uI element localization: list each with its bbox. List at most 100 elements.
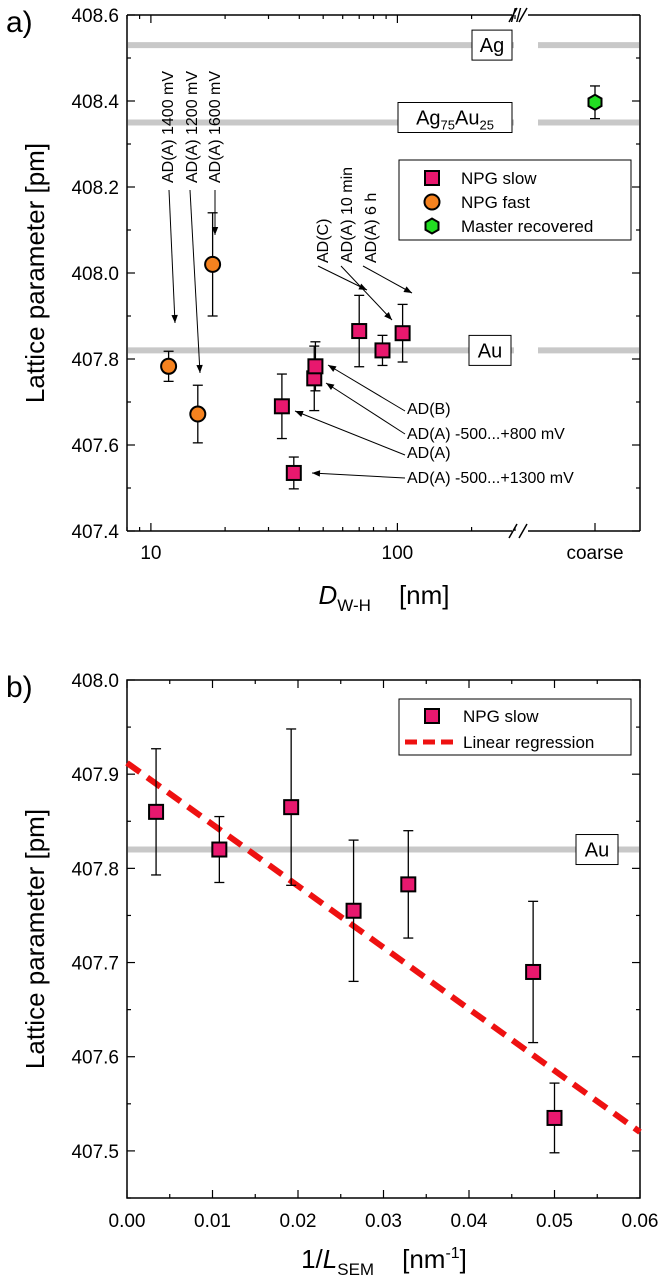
regression-line — [125, 760, 642, 1135]
x-tick-label: 0.06 — [622, 1211, 659, 1232]
ref-label-text: Ag — [480, 35, 504, 57]
data-point-npg-slow — [285, 464, 302, 481]
legend-label: NPG slow — [463, 707, 539, 726]
x-axis-title-part: [nm] — [399, 580, 450, 610]
y-tick-label: 408.6 — [71, 6, 119, 27]
annotation-vertical: AD(A) 6 h — [363, 193, 380, 263]
x-axis-title-part: 1/L — [301, 1244, 337, 1274]
annotation-arrow — [340, 265, 393, 321]
panel-b: b) Au 407.5 407.6 407.7 407.8 407.9 408.0 0.00 0.… — [6, 671, 658, 1279]
plot-frame — [126, 679, 641, 1199]
y-axis-title: Lattice parameter [pm] — [20, 143, 50, 403]
ref-label-ag: Ag — [471, 29, 513, 61]
data-point-master-recovered — [587, 93, 603, 111]
data-point-npg-slow — [148, 803, 165, 820]
data-point-npg-fast — [189, 405, 207, 423]
annotation-arrow — [362, 265, 413, 294]
ref-label-au: Au — [468, 334, 512, 366]
ref-label-box — [468, 334, 512, 366]
legend-label: Linear regression — [463, 733, 594, 752]
panel-label-b: b) — [6, 671, 33, 704]
axis-break-mark — [518, 523, 528, 539]
ref-label-part: Ag — [480, 35, 504, 57]
y-tick-label: 408.0 — [71, 671, 119, 692]
x-tick-label: 0.05 — [536, 1211, 573, 1232]
data-point-npg-fast — [160, 357, 178, 375]
annotation-arrowhead — [211, 227, 219, 235]
data-point-npg-slow — [307, 358, 324, 375]
ref-label-box — [397, 102, 513, 133]
annotation-label: AD(A) — [407, 445, 451, 462]
x-tick-label-coarse: coarse — [566, 543, 623, 564]
x-axis-title-part: -1 — [445, 1245, 459, 1262]
legend-marker — [424, 170, 440, 186]
legend-marker — [424, 217, 440, 235]
panel-label-a: a) — [6, 6, 33, 39]
ref-label-text: Au — [478, 340, 502, 362]
data-point-npg-slow — [546, 1109, 563, 1126]
annotation-arrowhead — [328, 365, 337, 372]
data-point-npg-slow — [525, 963, 542, 980]
y-tick-label: 408.2 — [71, 178, 119, 199]
x-tick-label: 0.04 — [451, 1211, 488, 1232]
y-axis-title: Lattice parameter [pm] — [20, 809, 50, 1069]
x-axis-title: DW-H [nm] — [318, 580, 449, 615]
annotation-arrow — [311, 472, 406, 479]
data-point-npg-slow — [283, 799, 300, 816]
x-axis-title: 1/LSEM [nm-1] — [301, 1244, 467, 1279]
x-axis-title-part: ] — [460, 1244, 467, 1274]
annotation-arrowhead — [326, 383, 335, 391]
y-tick-label: 407.4 — [71, 522, 119, 543]
axis-break-label: // — [511, 6, 522, 27]
ref-label-part: 75 — [441, 118, 455, 133]
data-point-npg-slow — [400, 876, 417, 893]
x-tick-label: 0.02 — [280, 1211, 317, 1232]
annotation-arrowhead — [171, 314, 178, 323]
annotation-arrowhead — [196, 364, 203, 373]
y-tick-label: 407.6 — [71, 1048, 119, 1069]
legend-label: Master recovered — [461, 217, 593, 236]
ref-label-part: Au — [455, 108, 479, 130]
y-tick-label: 407.9 — [71, 765, 119, 786]
ref-label-box — [575, 834, 619, 866]
x-axis-title-part: SEM — [337, 1260, 374, 1279]
ref-label-ag75au25: Ag75Au25 — [397, 102, 513, 133]
x-tick-label: 0.00 — [109, 1211, 146, 1232]
annotation-vertical: AD(C) — [315, 219, 332, 263]
legend-b: NPG slow Linear regression — [398, 698, 632, 756]
ref-label-part: Ag — [416, 108, 440, 130]
data-point-npg-slow — [351, 323, 368, 340]
annotation-arrow — [189, 189, 201, 374]
ref-label-box — [471, 29, 513, 61]
panel-a: a)AgAg75Au25Au407.4407.6407.8408.0408.24… — [6, 6, 641, 615]
ref-label-au: Au — [575, 834, 619, 866]
y-tick-label: 407.8 — [71, 859, 119, 880]
annotation-arrow — [327, 364, 406, 412]
y-tick-label: 407.7 — [71, 954, 119, 975]
data-point-npg-slow — [273, 398, 290, 415]
axis-break-mark — [518, 7, 528, 23]
annotation-arrowhead — [295, 411, 304, 417]
annotation-arrowhead — [358, 283, 367, 290]
data-point-npg-slow — [394, 325, 411, 342]
legend-marker — [424, 708, 440, 724]
x-axis-title-part: [nm — [402, 1244, 445, 1274]
data-point-npg-fast — [204, 255, 222, 273]
x-axis-title-part: W-H — [337, 596, 371, 615]
annotation-vertical: AD(A) 1600 mV — [207, 71, 224, 183]
y-tick-label: 408.0 — [71, 264, 119, 285]
ref-label-part: Au — [585, 840, 609, 862]
ref-label-part: 25 — [479, 118, 493, 133]
ref-label-text: Ag75Au25 — [416, 108, 494, 133]
annotation-arrowhead — [312, 470, 321, 477]
annotation-vertical: AD(A) 10 min — [339, 167, 356, 263]
axis-break-mark — [508, 7, 518, 23]
data-point-npg-slow — [211, 841, 228, 858]
y-tick-label: 407.8 — [71, 350, 119, 371]
y-tick-label: 407.6 — [71, 436, 119, 457]
data-point-npg-slow — [345, 902, 362, 919]
legend-a: NPG slow NPG fast Master recovered — [398, 159, 632, 241]
legend-label: NPG fast — [461, 193, 530, 212]
annotation-arrow — [168, 189, 176, 324]
